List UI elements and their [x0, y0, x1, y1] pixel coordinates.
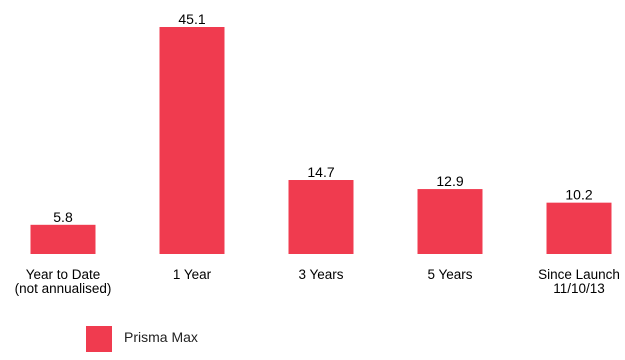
- bar-1: [159, 27, 225, 254]
- value-label-3: 12.9: [436, 173, 463, 189]
- bar-2: [288, 180, 354, 254]
- value-label-1: 45.1: [178, 11, 205, 27]
- category-label-4-line-1: 11/10/13: [553, 281, 605, 296]
- category-label-0-line-0: Year to Date: [26, 267, 101, 282]
- value-label-2: 14.7: [307, 164, 334, 180]
- value-labels-group: 5.8 45.1 14.7 12.9 10.2: [53, 11, 593, 225]
- legend-swatch: [86, 326, 112, 352]
- legend: Prisma Max: [86, 326, 198, 352]
- bar-3: [417, 189, 483, 254]
- category-label-1-line-0: 1 Year: [173, 267, 212, 282]
- bar-chart: 5.8 45.1 14.7 12.9 10.2 Year to Date(not ann…: [15, 11, 620, 296]
- category-label-3-line-0: 5 Years: [427, 267, 472, 282]
- category-labels-group: Year to Date(not annualised) 1 Year 3 Year…: [15, 267, 620, 296]
- value-label-0: 5.8: [53, 209, 73, 225]
- category-label-0-line-1: (not annualised): [15, 281, 112, 296]
- value-label-4: 10.2: [565, 187, 592, 203]
- category-label-2-line-0: 3 Years: [298, 267, 343, 282]
- legend-label: Prisma Max: [124, 329, 198, 345]
- bars-group: [30, 27, 612, 254]
- bar-4: [546, 202, 612, 254]
- category-label-4-line-0: Since Launch: [538, 267, 620, 282]
- bar-0: [30, 224, 96, 254]
